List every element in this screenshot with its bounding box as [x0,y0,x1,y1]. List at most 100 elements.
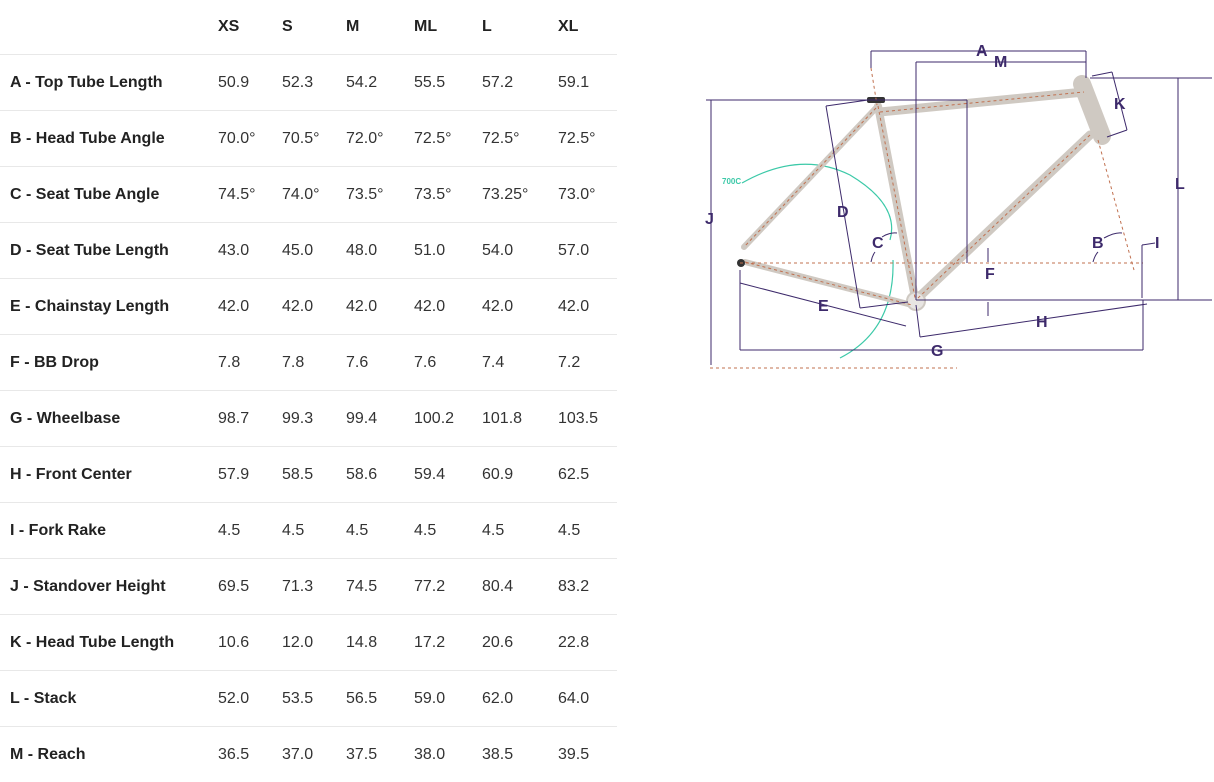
cell-value: 43.0 [218,222,282,279]
header-blank [0,0,218,55]
cell-value: 38.5 [482,745,514,763]
row-label: C - Seat Tube Angle [0,166,218,223]
label-c: C [872,235,884,252]
cell-value: 37.5 [346,745,378,763]
cell-value: 22.8 [558,614,617,671]
cell-value: 50.9 [218,54,282,111]
cell-value: 7.6 [346,334,414,391]
cell-value: 52.3 [282,54,346,111]
label-b: B [1092,235,1104,252]
label-i: I [1155,235,1159,252]
header-size: XS [218,0,282,55]
geometry-table: XS S M ML L XL A - Top Tube Length 50.9 52… [0,0,617,763]
cell-value: 72.0° [346,110,414,167]
dimension-labels: A M K L J D C B I F E H G [705,43,1185,360]
cell-value: 62.5 [558,446,617,503]
row-label: D - Seat Tube Length [0,222,218,279]
cell-value: 54.2 [346,54,414,111]
cell-value: 48.0 [346,222,414,279]
cell-value: 39.5 [558,745,590,763]
cell-value: 74.5° [218,166,282,223]
cell-value: 83.2 [558,558,617,615]
label-m: M [994,54,1007,71]
cell-value: 55.5 [414,54,482,111]
cell-value: 77.2 [414,558,482,615]
table-row: D - Seat Tube Length 43.0 45.0 48.0 51.0 54.0… [0,222,617,279]
row-label: H - Front Center [0,446,218,503]
cell-value: 42.0 [218,278,282,335]
cell-value: 99.3 [282,390,346,447]
cell-value: 4.5 [346,502,414,559]
cell-value: 51.0 [414,222,482,279]
table-row: A - Top Tube Length 50.9 52.3 54.2 55.5 57.2 5… [0,54,617,111]
row-label: L - Stack [0,670,218,727]
header-size: M [346,0,414,55]
cell-value: 4.5 [482,502,558,559]
cell-value: 71.3 [282,558,346,615]
label-f: F [985,266,995,283]
cell-value: 74.0° [282,166,346,223]
table-row: G - Wheelbase 98.7 99.3 99.4 100.2 101.8 103.5 [0,390,617,447]
label-d: D [837,204,849,221]
header-size: L [482,0,558,55]
cell-value: 4.5 [414,502,482,559]
tube-centerlines [710,67,1143,369]
header-size: ML [414,0,482,55]
row-label: G - Wheelbase [0,390,218,447]
label-a: A [976,43,988,60]
row-label: E - Chainstay Length [0,278,218,335]
cell-value: 60.9 [482,446,558,503]
cell-value: 53.5 [282,670,346,727]
table-row: F - BB Drop 7.8 7.8 7.6 7.6 7.4 7.2 [0,334,617,391]
cell-value: 57.0 [558,222,617,279]
cell-value: 42.0 [482,278,558,335]
cell-value: 7.4 [482,334,558,391]
cell-value: 42.0 [414,278,482,335]
cell-value: 59.1 [558,54,617,111]
cell-value: 56.5 [346,670,414,727]
cell-value: 59.4 [414,446,482,503]
row-label: B - Head Tube Angle [0,110,218,167]
table-row: J - Standover Height 69.5 71.3 74.5 77.2 80.4… [0,558,617,615]
label-g: G [931,343,943,360]
wheel-size-label: 700C [722,177,741,186]
cell-value: 72.5° [482,110,558,167]
cell-value: 37.0 [282,745,314,763]
cell-value: 64.0 [558,670,617,727]
header-size: XL [558,0,617,55]
cell-value: 101.8 [482,390,558,447]
cell-value: 20.6 [482,614,558,671]
cell-value: 73.25° [482,166,558,223]
cell-value: 42.0 [282,278,346,335]
cell-value: 73.5° [414,166,482,223]
cell-value: 72.5° [414,110,482,167]
label-k: K [1114,96,1126,113]
cell-value: 57.2 [482,54,558,111]
row-label: J - Standover Height [0,558,218,615]
cell-value: 7.8 [282,334,346,391]
table-row: I - Fork Rake 4.5 4.5 4.5 4.5 4.5 4.5 [0,502,617,559]
cell-value: 69.5 [218,558,282,615]
cell-value: 12.0 [282,614,346,671]
table-row: C - Seat Tube Angle 74.5° 74.0° 73.5° 73.5° 7… [0,166,617,223]
cell-value: 52.0 [218,670,282,727]
cell-value: 73.5° [346,166,414,223]
table-row: K - Head Tube Length 10.6 12.0 14.8 17.2 20.6… [0,614,617,671]
cell-value: 54.0 [482,222,558,279]
cell-value: 42.0 [346,278,414,335]
row-label: M - Reach [10,745,86,763]
cell-value: 58.6 [346,446,414,503]
cell-value: 58.5 [282,446,346,503]
cell-value: 72.5° [558,110,617,167]
cell-value: 17.2 [414,614,482,671]
cell-value: 98.7 [218,390,282,447]
cell-value: 4.5 [558,502,617,559]
label-l: L [1175,176,1185,193]
cell-value: 99.4 [346,390,414,447]
cell-value: 36.5 [218,745,250,763]
cell-value: 103.5 [558,390,617,447]
dimension-lines [706,50,1212,365]
label-h: H [1036,314,1048,331]
table-row: H - Front Center 57.9 58.5 58.6 59.4 60.9 62.5 [0,446,617,503]
